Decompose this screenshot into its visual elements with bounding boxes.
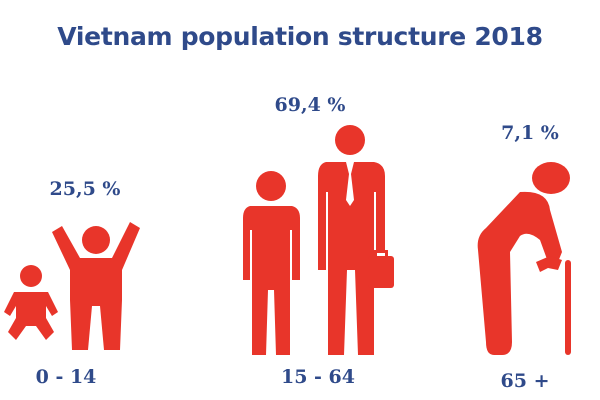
briefcase-icon: [368, 256, 394, 288]
tie-icon: [346, 162, 354, 206]
chart-title: Vietnam population structure 2018: [57, 22, 543, 51]
category-label-0-14: 0 - 14: [35, 366, 97, 388]
value-label-15-64: 69,4 %: [274, 94, 346, 116]
value-label-65-plus: 7,1 %: [501, 122, 559, 144]
man-icon: [243, 171, 300, 355]
category-label-15-64: 15 - 64: [281, 366, 355, 388]
elderly-with-cane-icon: [477, 162, 571, 355]
value-label-0-14: 25,5 %: [49, 178, 121, 200]
businessman-icon: [318, 125, 394, 355]
baby-icon: [4, 265, 58, 340]
category-label-65-plus: 65 +: [500, 370, 550, 392]
cane-icon: [565, 260, 571, 355]
child-icon: [52, 222, 140, 350]
